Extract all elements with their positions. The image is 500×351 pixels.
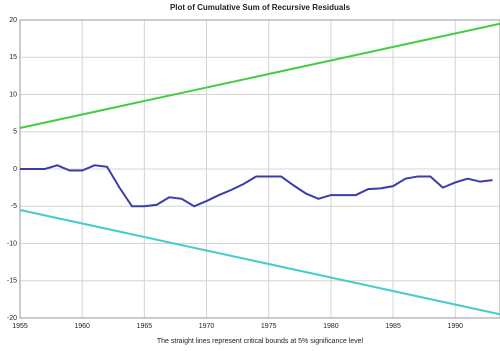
y-tick-label: 0 (13, 166, 17, 173)
y-tick-label: -10 (7, 240, 17, 247)
y-tick-label: 10 (9, 91, 17, 98)
y-tick-label: -5 (11, 203, 17, 210)
x-tick-label: 1990 (447, 323, 463, 330)
y-tick-label: -20 (7, 315, 17, 322)
x-tick-label: 1985 (385, 323, 401, 330)
x-tick-label: 1960 (74, 323, 90, 330)
y-tick-label: 20 (9, 17, 17, 24)
x-tick-label: 1970 (199, 323, 215, 330)
y-tick-label: 15 (9, 54, 17, 61)
x-tick-label: 1975 (261, 323, 277, 330)
y-tick-label: 5 (13, 129, 17, 136)
x-tick-label: 1965 (137, 323, 153, 330)
series-line (19, 208, 500, 316)
x-tick-label: 1955 (12, 323, 28, 330)
x-axis-label: The straight lines represent critical bo… (157, 338, 364, 345)
x-tick-label: 1980 (323, 323, 339, 330)
series-line (20, 164, 493, 208)
y-tick-label: -15 (7, 278, 17, 285)
series-line (19, 22, 500, 130)
chart-title: Plot of Cumulative Sum of Recursive Resi… (170, 3, 351, 12)
